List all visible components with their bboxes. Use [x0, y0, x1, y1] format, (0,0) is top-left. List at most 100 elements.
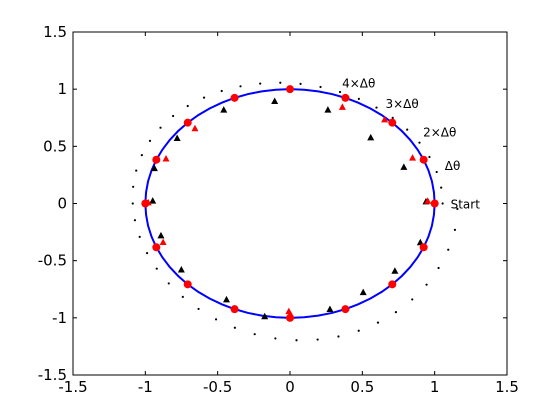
dot-point	[181, 295, 184, 299]
y-tick-label: 1	[57, 80, 67, 98]
dot-point	[233, 326, 236, 329]
y-tick-label: -0.5	[38, 252, 67, 270]
dot-point	[441, 202, 444, 205]
black-triangle-point	[400, 163, 408, 170]
red-circle-point	[230, 93, 239, 102]
annotation-label: Start	[451, 198, 481, 212]
red-circle-point	[152, 155, 161, 164]
black-triangle-point	[220, 106, 228, 113]
dot-point	[319, 85, 322, 89]
y-tick-label: 0.5	[43, 137, 67, 155]
dot-point	[167, 282, 170, 285]
black-triangle-point	[173, 134, 181, 141]
red-circle-point	[430, 199, 439, 208]
annotation-label: Δθ	[445, 159, 461, 173]
dot-point	[428, 155, 431, 159]
dot-point	[131, 202, 134, 205]
black-triangle-point	[261, 312, 269, 320]
dot-point	[338, 90, 342, 94]
dot-point	[135, 169, 138, 172]
x-tick-label: 0.5	[350, 378, 374, 396]
red-circle-point	[388, 118, 397, 127]
red-circle-point	[183, 118, 192, 127]
red-triangle-point	[159, 238, 167, 245]
red-circle-point	[230, 305, 239, 314]
dot-point	[239, 85, 242, 88]
dot-point	[447, 248, 450, 251]
x-tick-label: -1	[138, 378, 153, 396]
red-circle-point	[388, 280, 397, 289]
red-triangle-point	[409, 154, 417, 161]
red-triangle-point	[338, 103, 346, 110]
annotation-layer: Start Δθ 2×Δθ 3×Δθ 4×Δθ	[342, 76, 480, 211]
black-triangle-point	[359, 288, 367, 296]
dot-point	[172, 114, 175, 118]
red-circle-point	[286, 85, 294, 94]
red-triangle-point	[162, 155, 170, 162]
dot-point	[140, 154, 143, 157]
dot-point	[394, 311, 397, 314]
red-circle-point	[419, 243, 428, 252]
dot-point	[391, 116, 394, 119]
dot-series-layer	[131, 81, 459, 342]
red-circle-point	[152, 243, 161, 252]
dot-point	[220, 89, 223, 93]
dot-point	[411, 298, 414, 301]
red-circle-point	[419, 155, 428, 164]
red-circle-series-layer	[141, 85, 439, 322]
x-tick-label: -0.5	[203, 378, 232, 396]
black-triangle-point	[222, 295, 230, 303]
dot-point	[148, 139, 152, 142]
annotation-label: 3×Δθ	[385, 97, 418, 111]
dot-point	[435, 170, 438, 174]
dot-point	[138, 235, 141, 238]
dot-point	[453, 228, 457, 232]
y-tick-label: 1.5	[43, 23, 67, 41]
x-tick-label: -1.5	[58, 378, 87, 396]
annotation-label: 4×Δθ	[342, 76, 375, 90]
dot-point	[132, 185, 135, 188]
dot-point	[133, 219, 137, 222]
red-triangle-point	[381, 115, 389, 123]
dot-point	[456, 207, 459, 210]
dot-point	[437, 266, 440, 270]
black-triangle-point	[149, 197, 157, 204]
red-circle-point	[183, 280, 192, 289]
dot-point	[357, 97, 360, 100]
black-triangle-point	[157, 231, 165, 239]
annotation-label: 2×Δθ	[423, 126, 456, 140]
dot-point	[259, 82, 262, 85]
red-triangle-point	[285, 307, 293, 315]
axis-ticks	[72, 31, 508, 376]
dot-point	[202, 96, 206, 99]
dot-point	[375, 106, 378, 109]
dot-point	[197, 307, 200, 311]
dot-point	[295, 339, 298, 342]
dot-point	[440, 186, 443, 189]
black-triangle-point	[391, 267, 399, 274]
y-tick-label: -1	[52, 309, 67, 327]
black-triangle-point	[416, 238, 424, 246]
red-circle-point	[141, 199, 150, 208]
dot-point	[376, 321, 380, 324]
dot-point	[406, 128, 409, 131]
axis-tick-labels: -1.5 -1 -0.5 0 0.5 1 1.5 -1.5 -1 -0.5 0 0.5 1 1.5	[38, 23, 519, 396]
dot-point	[279, 81, 282, 84]
dot-point	[214, 318, 218, 321]
dot-point	[337, 335, 340, 338]
x-tick-label: 0	[285, 378, 295, 396]
dot-point	[253, 333, 256, 336]
dot-point	[316, 338, 319, 341]
dot-point	[425, 283, 428, 286]
black-triangle-point	[150, 164, 158, 172]
black-triangle-point	[324, 106, 332, 113]
x-tick-label: 1.5	[495, 378, 519, 396]
dot-point	[186, 104, 189, 108]
red-circle-point	[341, 93, 350, 102]
dot-point	[145, 252, 149, 255]
black-triangle-point	[177, 266, 185, 273]
black-triangle-point	[367, 133, 375, 141]
dot-point	[274, 337, 277, 340]
red-circle-point	[341, 305, 350, 314]
